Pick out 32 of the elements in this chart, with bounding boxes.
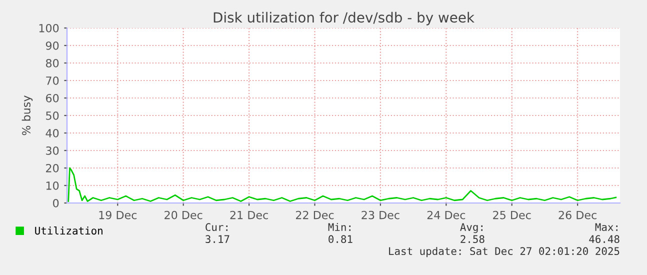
text: Min: xyxy=(328,222,350,231)
x-tick-label: 19 Dec xyxy=(99,210,137,220)
text: 0.81 xyxy=(328,235,352,244)
chart-title: Disk utilization for /dev/sdb - by week xyxy=(214,12,474,26)
y-tick-label: 60 xyxy=(46,94,59,102)
text: Avg: xyxy=(460,223,482,234)
text: Last update: Sat Dec 27 02:01:20 2025 xyxy=(389,246,620,258)
x-tick-label: 21 Dec xyxy=(230,210,268,220)
text: 46.48 xyxy=(589,235,620,244)
text: 3.17 xyxy=(206,235,230,244)
y-tick-label: 10 xyxy=(46,181,59,190)
y-tick-label: 50 xyxy=(46,111,59,120)
text: Cur: xyxy=(206,223,228,232)
text: Max: xyxy=(595,223,618,232)
y-tick-label: 100 xyxy=(39,24,59,32)
y-tick-label: 0 xyxy=(53,198,59,208)
y-tick-label: 30 xyxy=(46,146,59,155)
x-tick-label: 22 Dec xyxy=(296,210,334,220)
line-series xyxy=(68,167,617,202)
x-tick-label: 20 Dec xyxy=(164,210,202,220)
legend-label: Utilization xyxy=(35,226,102,235)
y-tick-label: 70 xyxy=(46,76,59,85)
y-tick-label: 90 xyxy=(46,41,59,50)
x-tick-label: 24 Dec xyxy=(427,210,466,220)
y-axis-title: % busy xyxy=(22,96,33,136)
x-tick-label: 25 Dec xyxy=(493,210,531,220)
y-tick-label: 40 xyxy=(46,128,59,138)
text: 2.58 xyxy=(460,235,484,244)
x-tick-label: 23 Dec xyxy=(362,210,400,220)
y-tick-label: 20 xyxy=(46,164,59,172)
y-tick-label: 80 xyxy=(46,58,59,68)
x-tick-label: 26 Dec xyxy=(558,210,596,220)
